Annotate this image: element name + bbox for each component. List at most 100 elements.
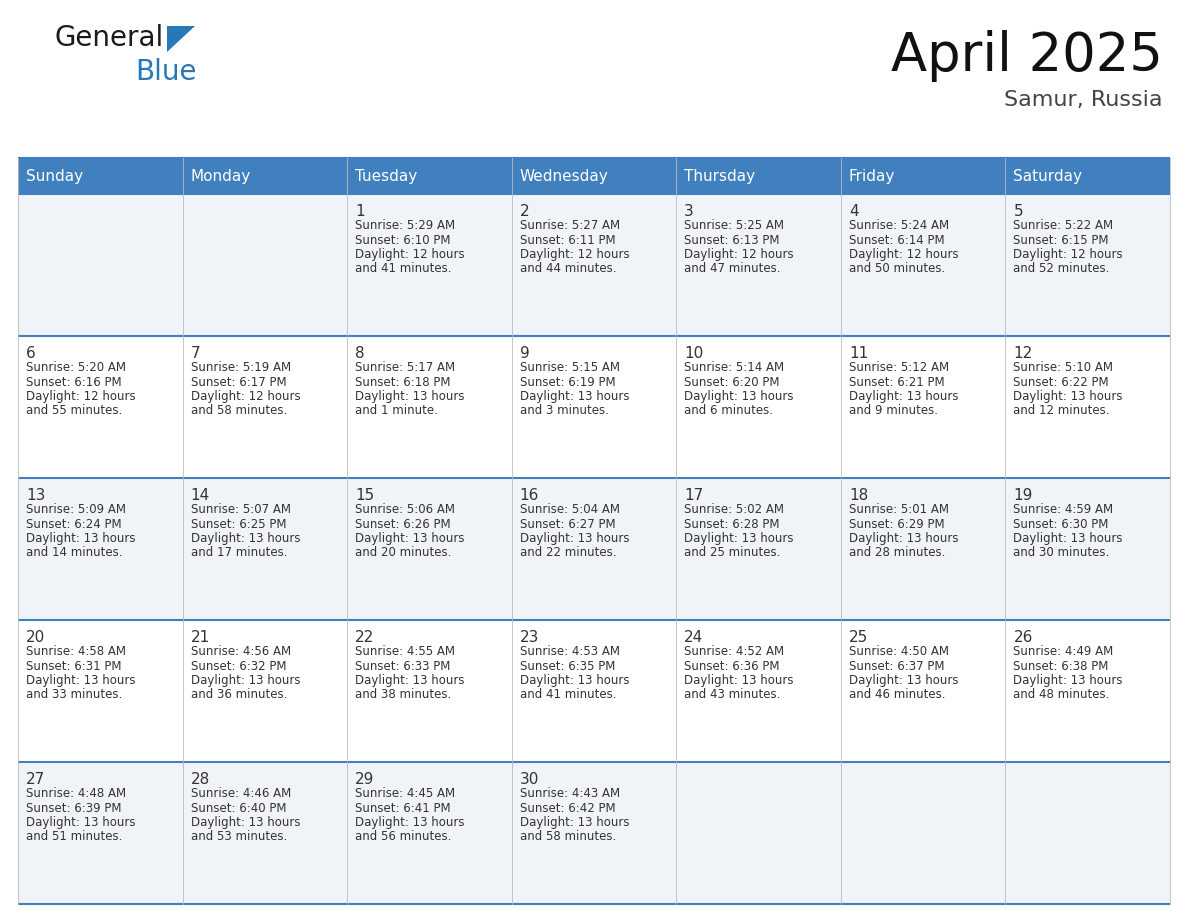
Text: Sunrise: 5:01 AM: Sunrise: 5:01 AM: [849, 503, 949, 516]
Text: Daylight: 13 hours: Daylight: 13 hours: [1013, 390, 1123, 403]
Text: Daylight: 13 hours: Daylight: 13 hours: [684, 390, 794, 403]
Text: 7: 7: [190, 346, 201, 361]
Text: Sunset: 6:14 PM: Sunset: 6:14 PM: [849, 233, 944, 247]
Text: Daylight: 12 hours: Daylight: 12 hours: [190, 390, 301, 403]
Text: and 55 minutes.: and 55 minutes.: [26, 405, 122, 418]
Text: Daylight: 13 hours: Daylight: 13 hours: [684, 674, 794, 687]
Bar: [18, 478, 1170, 620]
Text: 28: 28: [190, 772, 210, 787]
Text: and 22 minutes.: and 22 minutes.: [519, 546, 617, 559]
Text: Sunset: 6:19 PM: Sunset: 6:19 PM: [519, 375, 615, 388]
Text: 26: 26: [1013, 630, 1032, 645]
Text: Sunset: 6:30 PM: Sunset: 6:30 PM: [1013, 518, 1108, 531]
Text: Wednesday: Wednesday: [519, 169, 608, 184]
Text: Daylight: 13 hours: Daylight: 13 hours: [190, 674, 301, 687]
Text: Daylight: 12 hours: Daylight: 12 hours: [684, 248, 794, 261]
Text: Sunrise: 4:49 AM: Sunrise: 4:49 AM: [1013, 645, 1113, 658]
Text: Daylight: 12 hours: Daylight: 12 hours: [849, 248, 959, 261]
Text: Sunset: 6:28 PM: Sunset: 6:28 PM: [684, 518, 779, 531]
Text: and 1 minute.: and 1 minute.: [355, 405, 438, 418]
Text: 4: 4: [849, 204, 859, 219]
Bar: [18, 336, 1170, 478]
Text: Sunset: 6:39 PM: Sunset: 6:39 PM: [26, 801, 121, 814]
Text: Sunset: 6:16 PM: Sunset: 6:16 PM: [26, 375, 121, 388]
Text: Sunset: 6:38 PM: Sunset: 6:38 PM: [1013, 659, 1108, 673]
Text: Sunrise: 5:15 AM: Sunrise: 5:15 AM: [519, 361, 620, 374]
Text: Daylight: 13 hours: Daylight: 13 hours: [849, 532, 959, 545]
Text: General: General: [55, 24, 164, 52]
Text: Sunset: 6:20 PM: Sunset: 6:20 PM: [684, 375, 779, 388]
Text: and 38 minutes.: and 38 minutes.: [355, 688, 451, 701]
Text: Daylight: 13 hours: Daylight: 13 hours: [355, 390, 465, 403]
Text: Sunrise: 4:56 AM: Sunrise: 4:56 AM: [190, 645, 291, 658]
Text: Sunset: 6:32 PM: Sunset: 6:32 PM: [190, 659, 286, 673]
Text: 18: 18: [849, 488, 868, 503]
Text: Sunrise: 5:09 AM: Sunrise: 5:09 AM: [26, 503, 126, 516]
Text: and 41 minutes.: and 41 minutes.: [355, 263, 451, 275]
Text: 19: 19: [1013, 488, 1032, 503]
Text: and 28 minutes.: and 28 minutes.: [849, 546, 946, 559]
Text: 15: 15: [355, 488, 374, 503]
Text: Sunrise: 5:12 AM: Sunrise: 5:12 AM: [849, 361, 949, 374]
Text: and 6 minutes.: and 6 minutes.: [684, 405, 773, 418]
Text: Sunrise: 5:20 AM: Sunrise: 5:20 AM: [26, 361, 126, 374]
Text: Blue: Blue: [135, 58, 196, 86]
Text: and 14 minutes.: and 14 minutes.: [26, 546, 122, 559]
Text: 25: 25: [849, 630, 868, 645]
Text: 16: 16: [519, 488, 539, 503]
Text: Sunset: 6:21 PM: Sunset: 6:21 PM: [849, 375, 944, 388]
Text: Sunrise: 4:50 AM: Sunrise: 4:50 AM: [849, 645, 949, 658]
Text: and 58 minutes.: and 58 minutes.: [190, 405, 286, 418]
Text: Sunset: 6:18 PM: Sunset: 6:18 PM: [355, 375, 450, 388]
Text: 12: 12: [1013, 346, 1032, 361]
Text: Friday: Friday: [849, 169, 896, 184]
Text: Sunrise: 5:17 AM: Sunrise: 5:17 AM: [355, 361, 455, 374]
Text: Sunset: 6:29 PM: Sunset: 6:29 PM: [849, 518, 944, 531]
Text: 5: 5: [1013, 204, 1023, 219]
Text: and 46 minutes.: and 46 minutes.: [849, 688, 946, 701]
Text: Sunrise: 5:04 AM: Sunrise: 5:04 AM: [519, 503, 620, 516]
Text: Thursday: Thursday: [684, 169, 756, 184]
Text: Sunset: 6:35 PM: Sunset: 6:35 PM: [519, 659, 615, 673]
Text: Daylight: 13 hours: Daylight: 13 hours: [519, 674, 630, 687]
Text: Daylight: 13 hours: Daylight: 13 hours: [1013, 674, 1123, 687]
Text: Daylight: 13 hours: Daylight: 13 hours: [849, 390, 959, 403]
Text: Sunset: 6:15 PM: Sunset: 6:15 PM: [1013, 233, 1108, 247]
Text: 2: 2: [519, 204, 530, 219]
Text: 30: 30: [519, 772, 539, 787]
Text: Sunrise: 5:27 AM: Sunrise: 5:27 AM: [519, 219, 620, 232]
Text: and 9 minutes.: and 9 minutes.: [849, 405, 937, 418]
Text: and 43 minutes.: and 43 minutes.: [684, 688, 781, 701]
Text: 10: 10: [684, 346, 703, 361]
Text: Sunrise: 4:43 AM: Sunrise: 4:43 AM: [519, 787, 620, 800]
Text: Daylight: 13 hours: Daylight: 13 hours: [26, 674, 135, 687]
Text: Sunset: 6:27 PM: Sunset: 6:27 PM: [519, 518, 615, 531]
Text: Samur, Russia: Samur, Russia: [1005, 90, 1163, 110]
Text: Sunrise: 5:06 AM: Sunrise: 5:06 AM: [355, 503, 455, 516]
Text: and 25 minutes.: and 25 minutes.: [684, 546, 781, 559]
Text: Daylight: 12 hours: Daylight: 12 hours: [1013, 248, 1123, 261]
Text: Sunrise: 5:07 AM: Sunrise: 5:07 AM: [190, 503, 291, 516]
Text: Saturday: Saturday: [1013, 169, 1082, 184]
Bar: [18, 194, 1170, 336]
Text: and 44 minutes.: and 44 minutes.: [519, 263, 617, 275]
Text: 23: 23: [519, 630, 539, 645]
Text: and 47 minutes.: and 47 minutes.: [684, 263, 781, 275]
Text: Sunset: 6:10 PM: Sunset: 6:10 PM: [355, 233, 450, 247]
Text: Daylight: 13 hours: Daylight: 13 hours: [190, 816, 301, 829]
Text: Sunrise: 4:48 AM: Sunrise: 4:48 AM: [26, 787, 126, 800]
Text: 29: 29: [355, 772, 374, 787]
Text: Sunset: 6:41 PM: Sunset: 6:41 PM: [355, 801, 450, 814]
Text: Sunset: 6:33 PM: Sunset: 6:33 PM: [355, 659, 450, 673]
Text: and 3 minutes.: and 3 minutes.: [519, 405, 608, 418]
Text: April 2025: April 2025: [891, 30, 1163, 82]
Polygon shape: [168, 26, 195, 52]
Text: and 17 minutes.: and 17 minutes.: [190, 546, 287, 559]
Text: Sunset: 6:24 PM: Sunset: 6:24 PM: [26, 518, 121, 531]
Text: Sunrise: 5:02 AM: Sunrise: 5:02 AM: [684, 503, 784, 516]
Text: Daylight: 13 hours: Daylight: 13 hours: [1013, 532, 1123, 545]
Text: Daylight: 13 hours: Daylight: 13 hours: [519, 390, 630, 403]
Text: Daylight: 13 hours: Daylight: 13 hours: [355, 532, 465, 545]
Text: 9: 9: [519, 346, 530, 361]
Text: Sunset: 6:40 PM: Sunset: 6:40 PM: [190, 801, 286, 814]
